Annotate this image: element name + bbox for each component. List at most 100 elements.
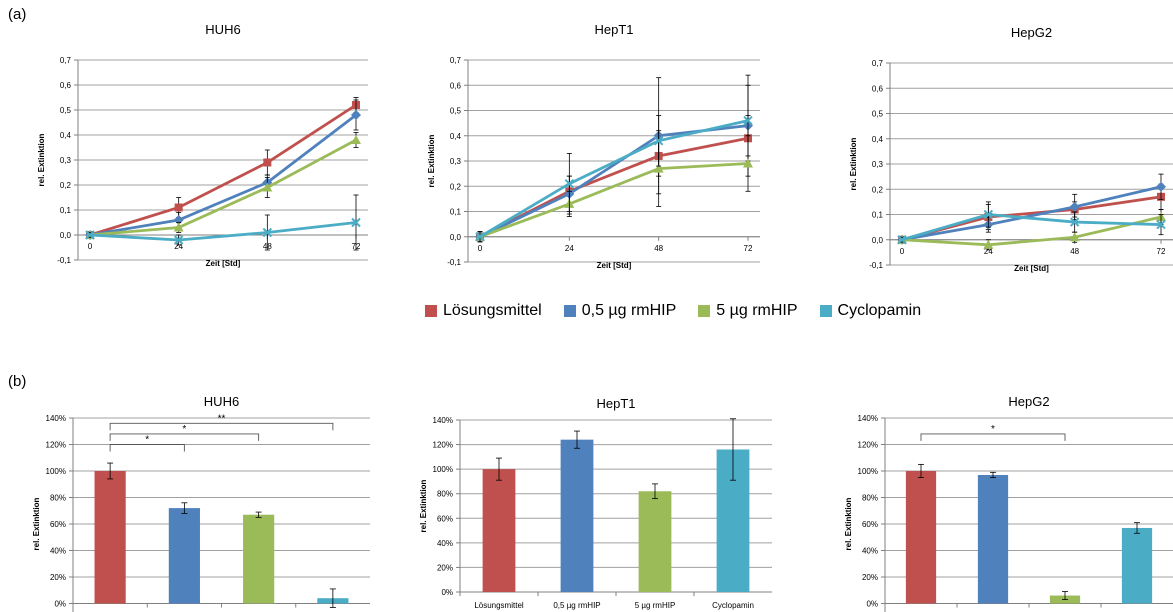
point-5-g-rmhip bbox=[1069, 232, 1080, 242]
point-0-5-g-rmhip bbox=[351, 110, 361, 120]
y-tick-label: 20% bbox=[437, 563, 453, 572]
series-line-5-g-rmhip bbox=[89, 138, 357, 237]
y-tick-label: 0,3 bbox=[450, 157, 462, 166]
chart-title: HepG2 bbox=[1011, 25, 1052, 40]
chart-title: HepT1 bbox=[594, 22, 633, 37]
x-tick-label: 48 bbox=[654, 244, 663, 253]
legend-item-5-rmhip: 5 µg rmHIP bbox=[698, 302, 798, 320]
y-axis-label: rel. Extinktion bbox=[37, 133, 46, 186]
y-tick-label: 80% bbox=[862, 494, 878, 503]
y-tick-label: -0,1 bbox=[57, 256, 71, 265]
y-tick-label: 60% bbox=[50, 520, 66, 529]
x-tick-label: 72 bbox=[1157, 247, 1166, 256]
series-line-0-5-g-rmhip bbox=[89, 113, 357, 237]
point-cyclopamin bbox=[983, 209, 994, 220]
y-tick-label: 0,1 bbox=[60, 206, 72, 215]
series-line-5-g-rmhip bbox=[479, 162, 749, 239]
x-tick-label: 0,5 µg rmHIP bbox=[553, 601, 600, 610]
legend-item-cyclopamin: Cyclopamin bbox=[819, 302, 922, 320]
point-0-5-g-rmhip bbox=[1069, 201, 1080, 212]
y-tick-label: 0,2 bbox=[872, 185, 884, 194]
y-tick-label: 0,2 bbox=[60, 181, 72, 190]
point-l-sungsmittel bbox=[174, 203, 183, 212]
chart-bar-hepg2: -20%0%20%40%60%80%100%120%140%HepG2rel. … bbox=[830, 380, 1173, 612]
y-tick-label: 140% bbox=[433, 416, 453, 425]
y-axis-label: rel. Extinktion bbox=[427, 134, 436, 187]
chart-title: HUH6 bbox=[205, 22, 240, 37]
y-tick-label: 0,4 bbox=[450, 132, 462, 141]
y-tick-label: 0,5 bbox=[872, 110, 884, 119]
x-tick-label: Cyclopamin bbox=[712, 601, 754, 610]
y-tick-label: 100% bbox=[46, 467, 66, 476]
y-tick-label: 20% bbox=[50, 573, 66, 582]
bar-l-sungsmittel bbox=[94, 471, 126, 604]
chart-title: HUH6 bbox=[204, 394, 239, 409]
point-5-g-rmhip bbox=[262, 182, 273, 192]
y-tick-label: 120% bbox=[858, 441, 878, 450]
y-tick-label: 0,0 bbox=[450, 233, 462, 242]
y-tick-label: 0% bbox=[54, 600, 66, 609]
x-tick-label: 24 bbox=[565, 244, 574, 253]
chart-title: HepT1 bbox=[596, 396, 635, 411]
y-tick-label: 0,3 bbox=[60, 156, 72, 165]
point-cyclopamin bbox=[351, 217, 361, 228]
y-tick-label: 0% bbox=[866, 600, 878, 609]
y-tick-label: 0,6 bbox=[60, 81, 72, 90]
y-tick-label: -0,1 bbox=[447, 258, 461, 267]
y-tick-label: 0,1 bbox=[872, 211, 884, 220]
significance-mark: * bbox=[145, 435, 149, 446]
x-axis-label: Zeit [Std] bbox=[597, 261, 632, 270]
legend-label: Cyclopamin bbox=[837, 302, 922, 319]
significance-mark: * bbox=[182, 424, 186, 435]
y-tick-label: 0,2 bbox=[450, 182, 462, 191]
point-cyclopamin bbox=[1156, 219, 1166, 230]
y-tick-label: 0,0 bbox=[60, 231, 72, 240]
bar-0-5-g-rmhip bbox=[560, 439, 594, 592]
series-line-0-5-g-rmhip bbox=[479, 124, 749, 239]
x-tick-label: 0 bbox=[478, 244, 483, 253]
y-tick-label: 0,5 bbox=[450, 107, 462, 116]
significance-bracket bbox=[109, 444, 185, 452]
y-tick-label: 0,6 bbox=[450, 81, 462, 90]
point-cyclopamin bbox=[85, 230, 95, 240]
x-tick-label: 24 bbox=[984, 247, 993, 256]
series-line-0-5-g-rmhip bbox=[901, 185, 1162, 242]
significance-mark: * bbox=[991, 424, 995, 435]
point-cyclopamin bbox=[743, 115, 753, 126]
bar-0-5-g-rmhip bbox=[977, 474, 1009, 604]
bar-cyclopamin bbox=[1121, 527, 1153, 604]
x-tick-label: 72 bbox=[744, 244, 753, 253]
significance-bracket bbox=[920, 433, 1066, 441]
bar-5-g-rmhip bbox=[243, 514, 275, 604]
panel-label-b: (b) bbox=[8, 373, 27, 390]
significance-mark: ** bbox=[218, 413, 226, 424]
series-line-5-g-rmhip bbox=[901, 215, 1162, 247]
y-axis-label: rel. Extinktion bbox=[844, 497, 853, 550]
x-tick-label: 24 bbox=[174, 242, 183, 251]
point-5-g-rmhip bbox=[351, 135, 361, 144]
point-cyclopamin bbox=[897, 235, 907, 245]
y-tick-label: 140% bbox=[858, 414, 878, 423]
chart-line-hept1: -0,1 0,0 0,1 0,2 0,3 0,4 0,5 0,6 0,7 0 24 48 72 HepT1… bbox=[420, 20, 760, 295]
x-tick-label: 0 bbox=[900, 247, 905, 256]
point-5-g-rmhip bbox=[173, 222, 184, 232]
point-5-g-rmhip bbox=[743, 158, 753, 168]
legend-swatch bbox=[819, 305, 832, 317]
series-line-cyclopamin bbox=[901, 213, 1162, 242]
chart-title: HepG2 bbox=[1008, 394, 1049, 409]
y-tick-label: 0,0 bbox=[872, 236, 884, 245]
y-tick-label: 100% bbox=[858, 467, 878, 476]
legend-item-05-rmhip: 0,5 µg rmHIP bbox=[563, 302, 676, 320]
y-tick-label: 0,4 bbox=[872, 135, 884, 144]
x-axis-label: Zeit [Std] bbox=[1014, 264, 1049, 273]
panel-label-a: (a) bbox=[8, 6, 27, 23]
legend-swatch bbox=[425, 305, 437, 317]
x-tick-label: 0 bbox=[88, 242, 93, 251]
point-cyclopamin bbox=[475, 232, 485, 242]
series-line-cyclopamin bbox=[479, 119, 749, 238]
bar-l-sungsmittel bbox=[905, 471, 937, 604]
series-line-cyclopamin bbox=[89, 221, 357, 242]
series-line-l-sungsmittel bbox=[89, 103, 357, 237]
legend-label: 5 µg rmHIP bbox=[716, 302, 798, 319]
